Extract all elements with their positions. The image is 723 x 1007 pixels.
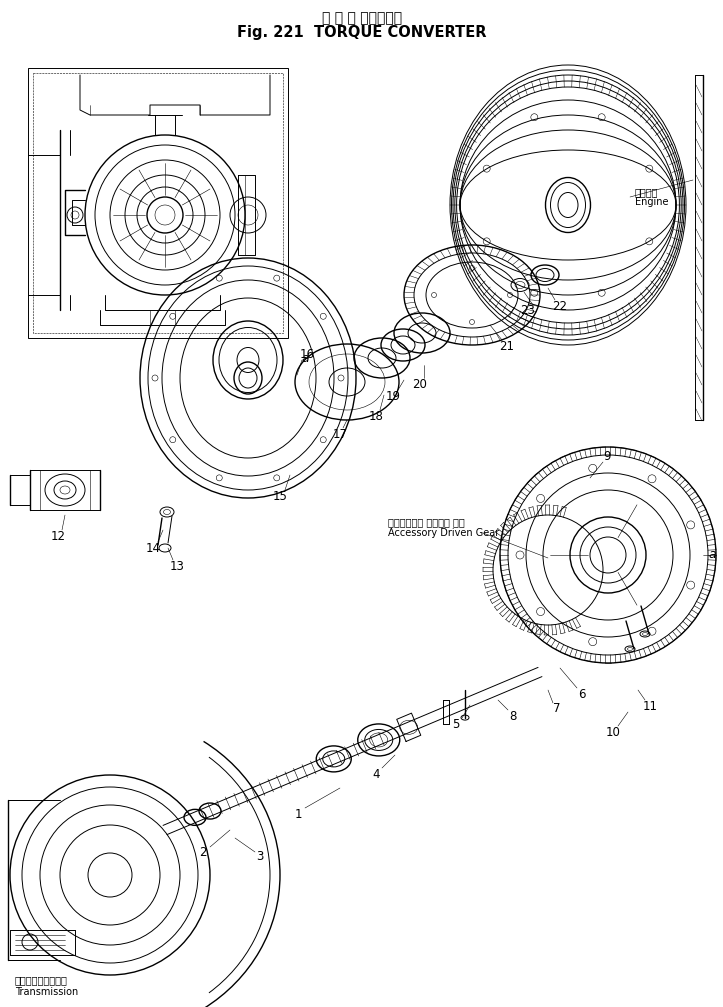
Text: ト ル ク コンバータ: ト ル ク コンバータ <box>322 11 402 25</box>
Text: 13: 13 <box>170 560 184 573</box>
Bar <box>33 73 283 333</box>
Text: 18: 18 <box>369 410 383 423</box>
Text: エンジン: エンジン <box>635 187 659 197</box>
Text: Transmission: Transmission <box>15 987 78 997</box>
Text: 4: 4 <box>372 768 380 781</box>
Text: Accessory Driven Gear: Accessory Driven Gear <box>388 528 500 538</box>
Text: 19: 19 <box>385 390 401 403</box>
Text: トランスミッション: トランスミッション <box>15 975 68 985</box>
Text: 22: 22 <box>552 299 568 312</box>
Text: 17: 17 <box>333 429 348 441</box>
Text: 3: 3 <box>257 851 264 863</box>
Text: 20: 20 <box>413 378 427 391</box>
Text: 11: 11 <box>643 700 657 713</box>
Text: 7: 7 <box>553 703 561 716</box>
Text: 5: 5 <box>453 718 460 730</box>
Text: 12: 12 <box>51 530 66 543</box>
Text: a: a <box>301 351 309 365</box>
Text: 23: 23 <box>521 304 536 317</box>
Text: 9: 9 <box>603 450 611 463</box>
Text: 14: 14 <box>145 542 161 555</box>
Text: 10: 10 <box>606 725 620 738</box>
Text: Fig. 221  TORQUE CONVERTER: Fig. 221 TORQUE CONVERTER <box>237 24 487 39</box>
Text: アクセサリー ドリブン ギャ: アクセサリー ドリブン ギャ <box>388 517 465 527</box>
Text: 8: 8 <box>509 710 517 722</box>
Text: 16: 16 <box>299 348 315 362</box>
Bar <box>28 68 288 338</box>
Text: 6: 6 <box>578 688 586 701</box>
Text: 21: 21 <box>500 340 515 353</box>
Text: 15: 15 <box>273 489 288 502</box>
Text: Engine: Engine <box>635 197 669 207</box>
Text: a: a <box>709 549 716 562</box>
Text: 2: 2 <box>200 847 207 860</box>
Text: 1: 1 <box>294 809 301 822</box>
